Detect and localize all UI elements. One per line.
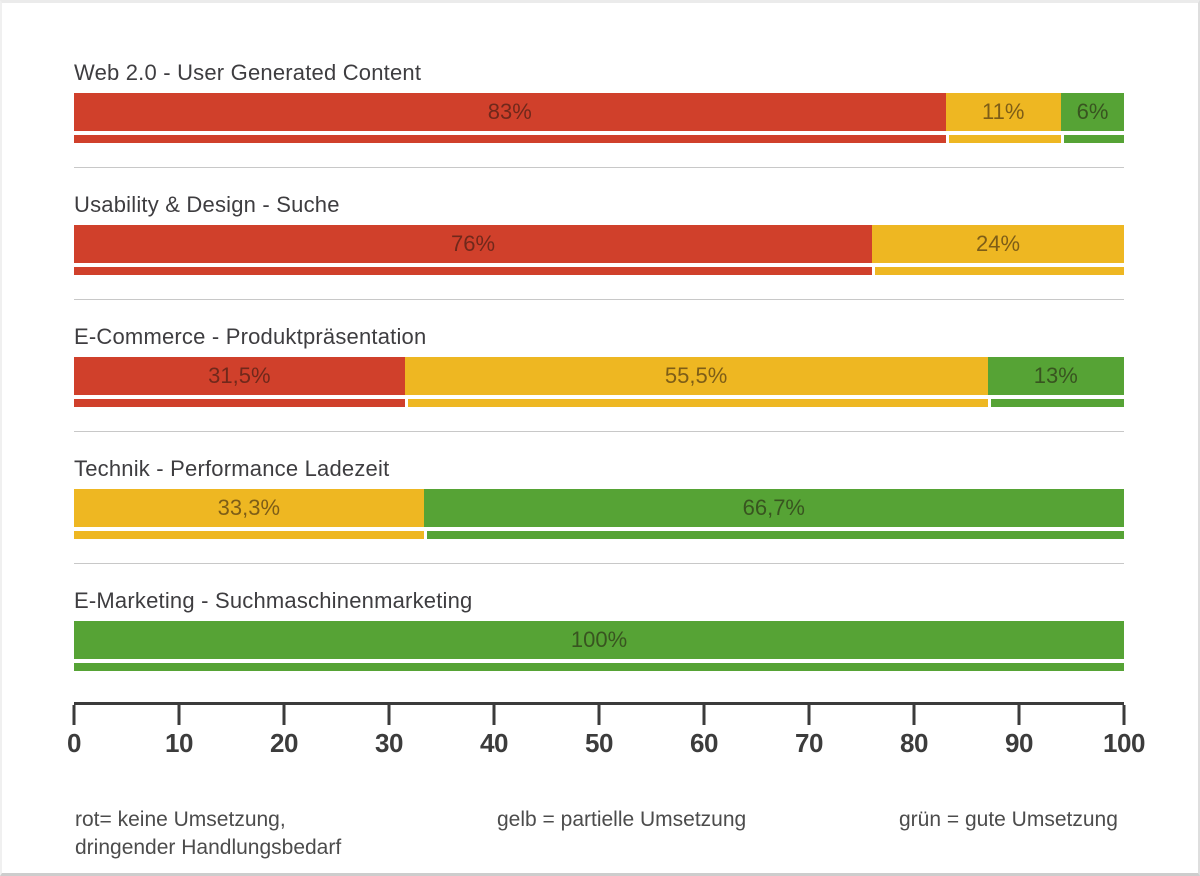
legend-item-red: rot= keine Umsetzung, dringender Handlung… [75,806,341,862]
axis-tick-label: 90 [1005,728,1033,758]
segment-value-label: 100% [570,627,628,652]
row-separator [74,167,1124,168]
axis-tick [72,705,76,725]
segment-value-label: 83% [487,99,532,124]
legend: rot= keine Umsetzung, dringender Handlung… [74,806,1124,870]
stacked-bar-chart: Web 2.0 - User Generated Content 83% 11% 6%… [67,3,1145,870]
bar-segment-green [423,531,1124,539]
axis-tick-label: 0 [67,728,81,758]
bar-segment-green: 100% [74,621,1124,659]
axis-tick-label: 20 [270,728,298,758]
axis-tick-label: 50 [585,728,613,758]
bar-segment-yellow: 24% [872,225,1124,263]
bar-segment-yellow [945,135,1061,143]
segment-value-label: 66,7% [742,495,805,520]
chart-row: E-Commerce - Produktpräsentation 31,5% 55,… [74,323,1124,407]
axis-tick-label: 100 [1103,728,1145,758]
axis-tick [282,705,286,725]
bar-segment-red: 83% [74,93,946,131]
bar-segment-green: 13% [987,357,1124,395]
chart-rows: Web 2.0 - User Generated Content 83% 11% 6%… [74,3,1124,671]
row-label: Usability & Design - Suche [74,192,340,217]
chart-row: Web 2.0 - User Generated Content 83% 11% 6% [74,59,1124,143]
stacked-bar: 31,5% 55,5% 13% [74,357,1124,395]
stacked-bar-underline [74,135,1124,143]
stacked-bar: 76% 24% [74,225,1124,263]
bar-segment-red [74,267,872,275]
bar-segment-yellow [872,267,1124,275]
axis-tick [912,705,916,725]
stacked-bar: 100% [74,621,1124,659]
bar-segment-red: 31,5% [74,357,405,395]
segment-value-label: 6% [1076,99,1109,124]
stacked-bar-underline [74,267,1124,275]
axis-tick [597,705,601,725]
stacked-bar: 33,3% 66,7% [74,489,1124,527]
row-label: E-Marketing - Suchmaschinenmarketing [74,588,473,613]
segment-value-label: 33,3% [217,495,281,520]
bar-segment-yellow: 11% [945,93,1061,131]
stacked-bar-underline [74,399,1124,407]
chart-row: Usability & Design - Suche 76% 24% [74,191,1124,275]
axis-tick [492,705,496,725]
stacked-bar: 83% 11% 6% [74,93,1124,131]
legend-text-line: gelb = partielle Umsetzung [497,808,747,831]
x-axis-line [74,702,1124,705]
axis-tick-label: 30 [375,728,403,758]
bar-segment-green: 6% [1061,93,1124,131]
legend-item-green: grün = gute Umsetzung [899,806,1118,834]
bar-segment-red: 76% [74,225,872,263]
row-separator [74,563,1124,564]
axis-tick [807,705,811,725]
axis-tick [1017,705,1021,725]
row-label: Technik - Performance Ladezeit [74,456,390,481]
segment-value-label: 24% [975,231,1021,256]
segment-value-label: 55,5% [664,363,728,388]
legend-text-line: grün = gute Umsetzung [899,808,1118,831]
bar-segment-red [74,399,405,407]
axis-tick-label: 10 [165,728,193,758]
chart-row: E-Marketing - Suchmaschinenmarketing 100% [74,587,1124,671]
segment-value-label: 76% [450,231,496,256]
bar-segment-green [987,399,1124,407]
axis-tick [702,705,706,725]
bar-segment-yellow: 33,3% [74,489,424,527]
bar-segment-green [1061,135,1124,143]
bar-segment-yellow [404,399,988,407]
bar-segment-red [74,135,946,143]
stacked-bar-underline [74,663,1124,671]
legend-item-yellow: gelb = partielle Umsetzung [497,806,746,834]
segment-value-label: 11% [982,99,1025,124]
row-label: Web 2.0 - User Generated Content [74,60,422,85]
x-axis: 0 10 20 30 40 50 60 70 80 90 100 [67,702,1145,760]
axis-tick-label: 70 [795,728,823,758]
row-label: E-Commerce - Produktpräsentation [74,324,427,349]
legend-text-line: rot= keine Umsetzung, [75,808,286,831]
axis-tick-label: 80 [900,728,928,758]
bar-segment-green [74,663,1124,671]
bar-segment-green: 66,7% [423,489,1124,527]
chart-row: Technik - Performance Ladezeit 33,3% 66,7% [74,455,1124,539]
axis-tick [177,705,181,725]
bar-segment-yellow [74,531,424,539]
segment-value-label: 13% [1033,363,1078,388]
stacked-bar-underline [74,531,1124,539]
axis-tick [1122,705,1126,725]
axis-tick-label: 60 [690,728,718,758]
axis-tick [387,705,391,725]
row-separator [74,431,1124,432]
legend-text-line: dringender Handlungsbedarf [75,836,342,859]
axis-tick-label: 40 [480,728,508,758]
row-separator [74,299,1124,300]
bar-segment-yellow: 55,5% [404,357,988,395]
segment-value-label: 31,5% [208,363,271,388]
